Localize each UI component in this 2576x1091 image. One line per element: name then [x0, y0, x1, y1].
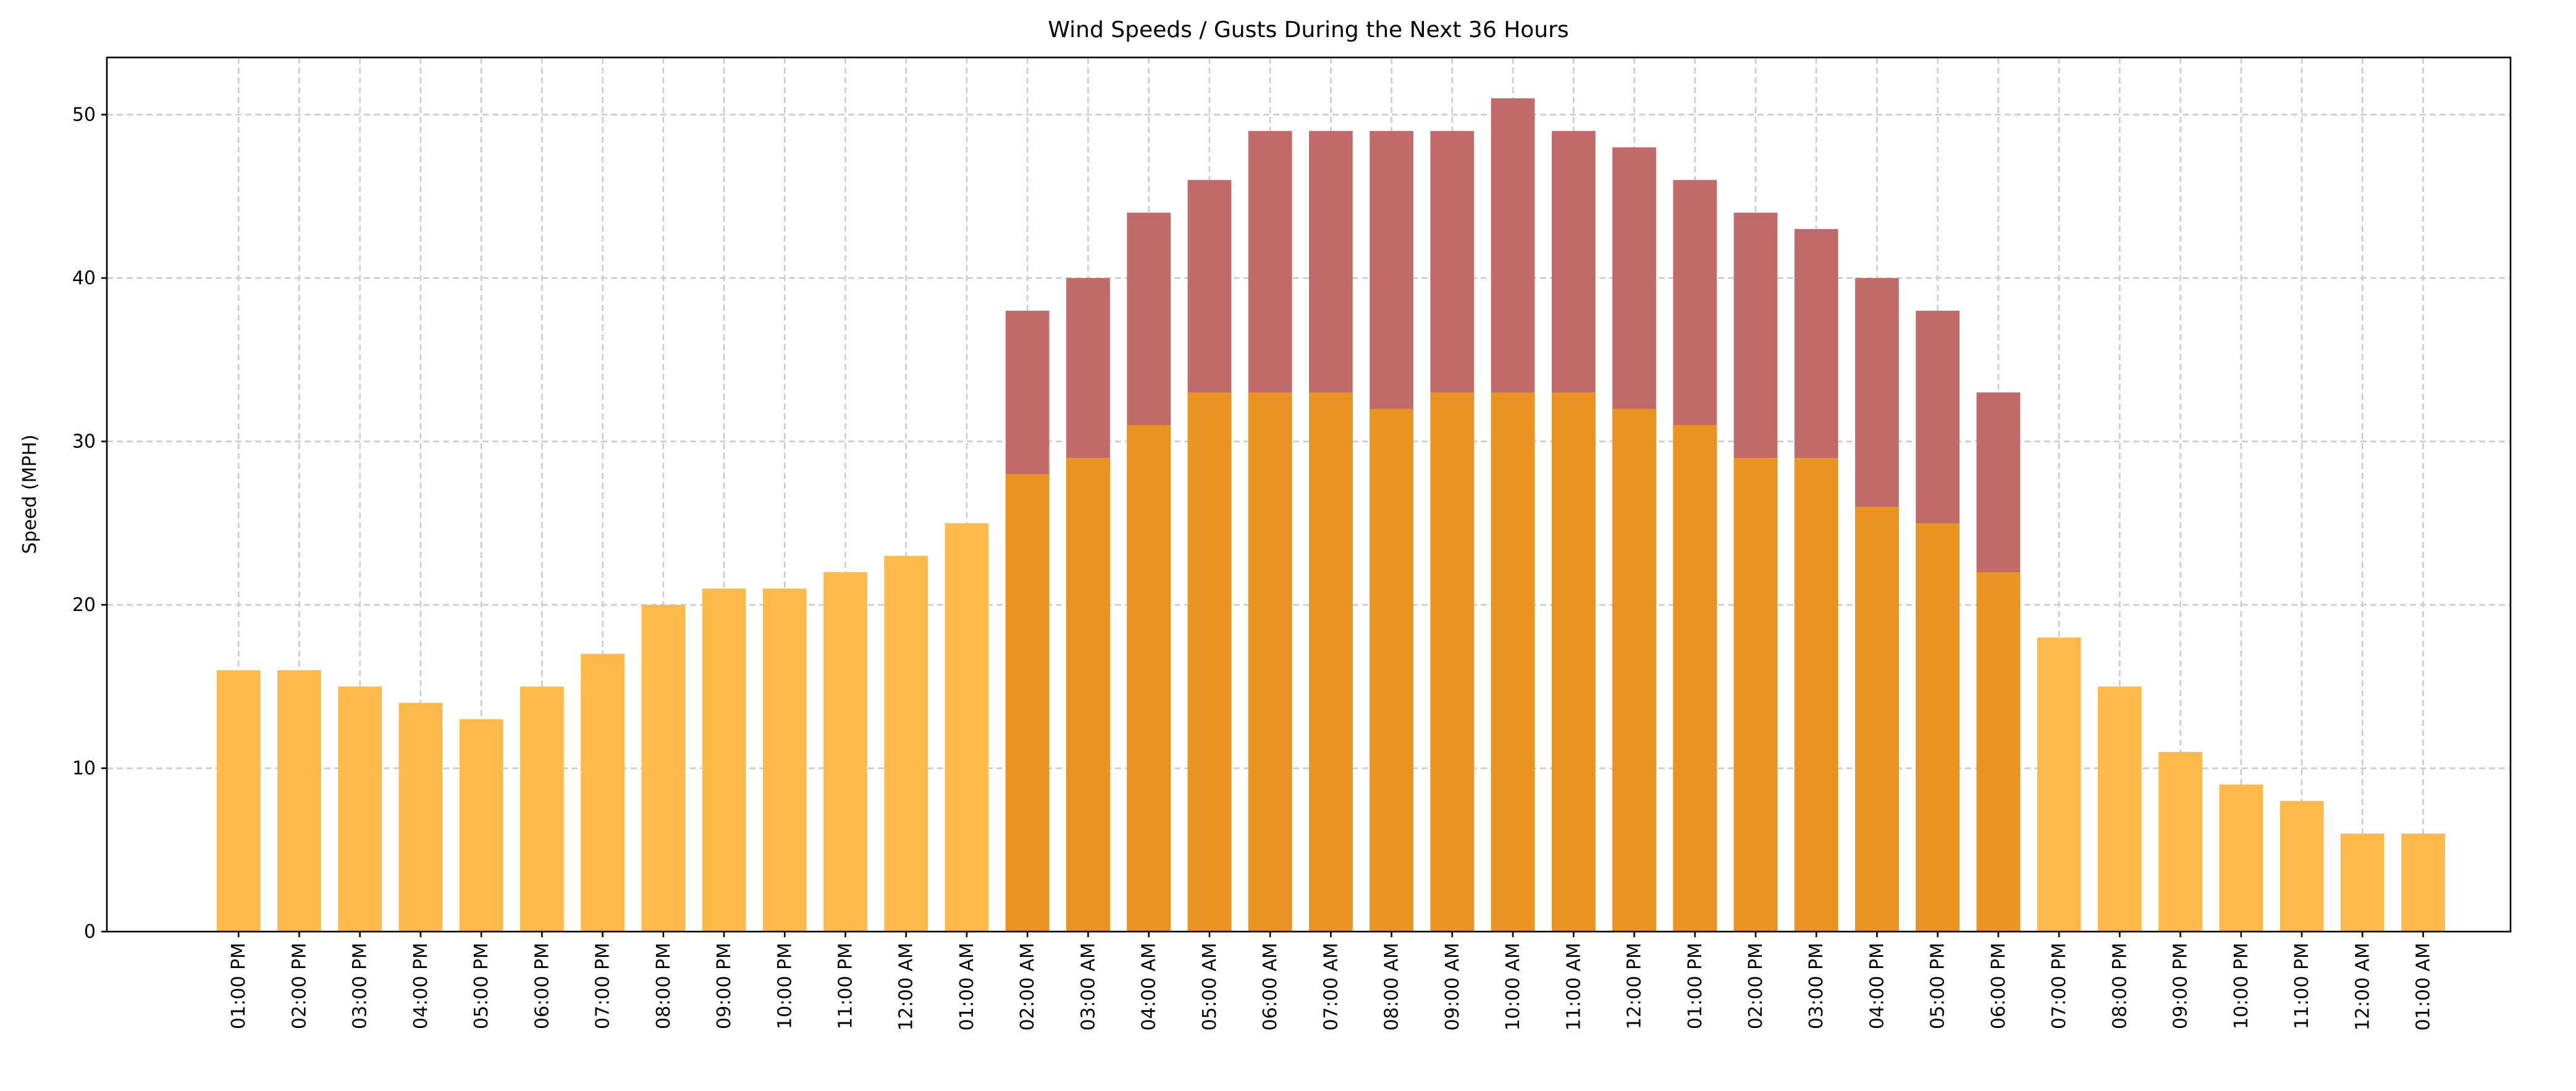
chart-title: Wind Speeds / Gusts During the Next 36 H… — [1048, 17, 1568, 43]
speed-bar — [641, 605, 686, 932]
x-tick-label: 12:00 AM — [2352, 943, 2373, 1030]
x-tick-label: 08:00 AM — [1381, 943, 1403, 1030]
x-tick-label: 05:00 PM — [1927, 943, 1949, 1029]
speed-bar — [762, 588, 807, 932]
x-tick-label: 07:00 PM — [2048, 943, 2070, 1029]
x-tick-label: 03:00 AM — [1077, 943, 1099, 1030]
x-tick-label: 06:00 PM — [1988, 943, 2010, 1029]
speed-bar — [884, 555, 928, 932]
speed-bar — [216, 670, 261, 932]
speed-bar — [1430, 392, 1475, 932]
x-tick-label: 11:00 PM — [835, 943, 856, 1029]
speed-bar — [945, 523, 989, 932]
x-tick-label: 05:00 AM — [1199, 943, 1221, 1030]
y-tick-label: 20 — [72, 594, 96, 616]
x-tick-label: 02:00 AM — [1017, 943, 1038, 1030]
speed-bar — [2037, 637, 2081, 932]
x-tick-label: 06:00 PM — [531, 943, 553, 1029]
x-tick-label: 01:00 AM — [956, 943, 978, 1030]
x-tick-label: 05:00 PM — [471, 943, 492, 1029]
x-tick-label: 02:00 PM — [1745, 943, 1767, 1029]
x-tick-label: 09:00 PM — [2170, 943, 2192, 1029]
y-tick-label: 30 — [72, 431, 96, 453]
speed-bar — [1308, 392, 1353, 932]
x-tick-label: 12:00 AM — [896, 943, 917, 1030]
x-tick-label: 07:00 AM — [1320, 943, 1342, 1030]
speed-bar — [2340, 833, 2384, 932]
x-tick-label: 04:00 AM — [1139, 943, 1160, 1030]
x-tick-label: 04:00 PM — [410, 943, 432, 1029]
x-tick-label: 01:00 AM — [2413, 943, 2435, 1030]
x-tick-label: 07:00 PM — [592, 943, 614, 1029]
y-tick-label: 50 — [72, 104, 96, 126]
x-tick-label: 03:00 PM — [350, 943, 371, 1029]
speed-bar — [702, 588, 746, 932]
y-axis-label: Speed (MPH) — [19, 434, 41, 554]
x-tick-label: 11:00 PM — [2291, 943, 2313, 1029]
x-tick-label: 08:00 PM — [653, 943, 675, 1029]
x-tick-label: 12:00 PM — [1624, 943, 1646, 1029]
speed-bar — [398, 702, 443, 932]
speed-bar — [459, 719, 503, 932]
speed-bar — [1127, 425, 1171, 932]
speed-bar — [520, 686, 564, 932]
x-tick-label: 01:00 PM — [228, 943, 250, 1029]
speed-bar — [1612, 408, 1656, 932]
x-tick-label: 04:00 PM — [1866, 943, 1888, 1029]
x-tick-label: 06:00 AM — [1260, 943, 1281, 1030]
speed-bar — [1673, 425, 1717, 932]
speed-bar — [1491, 392, 1535, 932]
speed-bar — [2158, 752, 2202, 932]
speed-bar — [1855, 507, 1899, 932]
speed-bar — [1370, 408, 1413, 932]
y-tick-label: 0 — [84, 921, 96, 943]
x-tick-label: 10:00 PM — [2231, 943, 2252, 1029]
speed-bar — [338, 686, 382, 932]
x-tick-label: 09:00 AM — [1442, 943, 1463, 1030]
speed-bar — [823, 572, 867, 932]
speed-bar — [2219, 784, 2263, 932]
x-tick-label: 10:00 PM — [774, 943, 796, 1029]
speed-bar — [1551, 392, 1596, 932]
speed-bar — [1248, 392, 1292, 932]
speed-bar — [1916, 523, 1960, 932]
x-tick-label: 09:00 PM — [713, 943, 735, 1029]
x-tick-label: 08:00 PM — [2109, 943, 2131, 1029]
x-tick-label: 03:00 PM — [1806, 943, 1827, 1029]
speed-bar — [2098, 686, 2142, 932]
speed-bar — [2401, 833, 2445, 932]
speed-bar — [1187, 392, 1232, 932]
x-tick-label: 01:00 PM — [1685, 943, 1706, 1029]
speed-bar — [2279, 801, 2324, 932]
y-tick-label: 10 — [72, 758, 96, 780]
speed-bar — [1066, 457, 1110, 932]
speed-bar — [1005, 474, 1050, 932]
speed-bar — [1794, 457, 1838, 932]
y-tick-label: 40 — [72, 267, 96, 289]
speed-bar — [581, 654, 625, 932]
speed-bar — [1976, 572, 2021, 932]
speed-bar — [1733, 457, 1778, 932]
plot-frame — [106, 56, 2512, 933]
speed-bar — [277, 670, 321, 932]
x-tick-label: 10:00 AM — [1502, 943, 1524, 1030]
x-tick-label: 11:00 AM — [1563, 943, 1585, 1030]
x-tick-label: 02:00 PM — [288, 943, 310, 1029]
